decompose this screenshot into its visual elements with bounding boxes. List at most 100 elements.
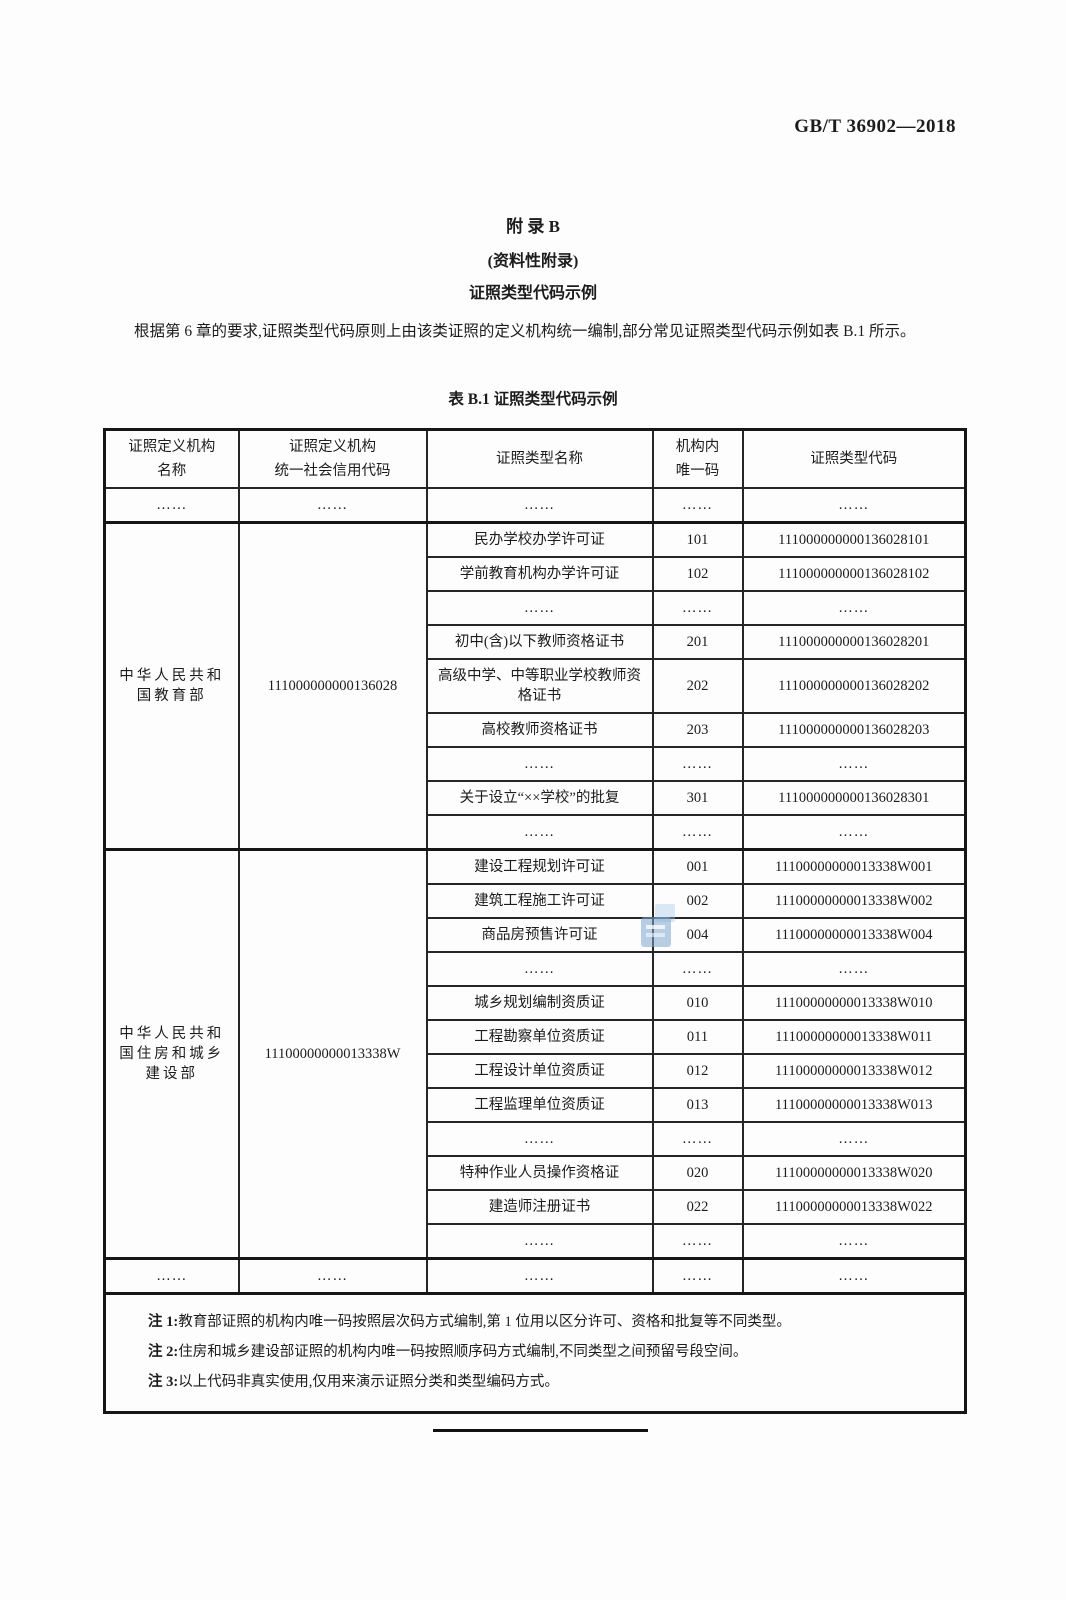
type-code-cell: …… xyxy=(741,1121,967,1157)
table-row: ……………… xyxy=(105,746,967,782)
unique-code-cell: 301 xyxy=(651,780,744,816)
type-code-cell: 111000000000136028203 xyxy=(741,712,967,748)
table-row: 建造师注册证书 022 11100000000013338W022 xyxy=(105,1189,967,1225)
license-name-cell: 高校教师资格证书 xyxy=(425,712,654,748)
org-name-cell: 中华人民共和 国教育部 xyxy=(103,521,240,851)
unique-code-cell: 004 xyxy=(651,917,744,953)
note-label: 注 3: xyxy=(148,1374,179,1390)
column-header: 证照类型名称 xyxy=(425,428,654,489)
table-cell: …… xyxy=(425,1257,654,1295)
table-row: 高校教师资格证书 203 111000000000136028203 xyxy=(105,712,967,748)
table-cell: …… xyxy=(103,487,240,524)
license-name-cell: …… xyxy=(425,1223,654,1260)
unique-code-cell: 201 xyxy=(651,624,744,660)
type-code-cell: 11100000000013338W012 xyxy=(741,1053,967,1089)
unique-code-cell: 001 xyxy=(651,848,744,885)
unique-code-cell: 020 xyxy=(651,1155,744,1191)
unique-code-cell: …… xyxy=(651,814,744,851)
table-cell: …… xyxy=(103,1257,240,1295)
org-code-cell: 11100000000013338W xyxy=(237,848,428,1260)
license-name-cell: …… xyxy=(425,814,654,851)
type-code-cell: 11100000000013338W002 xyxy=(741,883,967,919)
table-row: 工程监理单位资质证 013 11100000000013338W013 xyxy=(105,1087,967,1123)
table-row: 关于设立“××学校”的批复 301 111000000000136028301 xyxy=(105,780,967,816)
appendix-title: 附 录 B xyxy=(506,217,560,236)
license-name-cell: 关于设立“××学校”的批复 xyxy=(425,780,654,816)
license-name-cell: …… xyxy=(425,1121,654,1157)
unique-code-cell: …… xyxy=(651,951,744,987)
type-code-cell: 11100000000013338W013 xyxy=(741,1087,967,1123)
column-header: 机构内 唯一码 xyxy=(651,428,744,489)
table-cell: …… xyxy=(425,487,654,524)
column-header: 证照定义机构 名称 xyxy=(103,428,240,489)
table-cell: …… xyxy=(651,1257,744,1295)
table-note: 注 3:以上代码非真实使用,仅用来演示证照分类和类型编码方式。 xyxy=(148,1367,948,1397)
table-row: ………………………… xyxy=(103,487,967,524)
unique-code-cell: …… xyxy=(651,746,744,782)
license-name-cell: …… xyxy=(425,590,654,626)
table-row: 城乡规划编制资质证 010 11100000000013338W010 xyxy=(105,985,967,1021)
license-name-cell: 工程监理单位资质证 xyxy=(425,1087,654,1123)
type-code-cell: 11100000000013338W010 xyxy=(741,985,967,1021)
table-row: ………………………… xyxy=(103,1257,967,1295)
unique-code-cell: 012 xyxy=(651,1053,744,1089)
type-code-cell: 11100000000013338W001 xyxy=(741,848,967,885)
license-name-cell: 初中(含)以下教师资格证书 xyxy=(425,624,654,660)
license-name-cell: 城乡规划编制资质证 xyxy=(425,985,654,1021)
table-body: ………………………… 中华人民共和 国教育部 111000000000136028 民… xyxy=(103,487,967,1414)
license-name-cell: …… xyxy=(425,951,654,987)
table-row: ……………… xyxy=(105,814,967,851)
table-cell: …… xyxy=(651,487,744,524)
table-cell: …… xyxy=(741,487,967,524)
end-of-document-line xyxy=(433,1429,648,1432)
table-cell: …… xyxy=(237,487,428,524)
unique-code-cell: 203 xyxy=(651,712,744,748)
table-note: 注 1:教育部证照的机构内唯一码按照层次码方式编制,第 1 位用以区分许可、资格… xyxy=(148,1307,948,1337)
license-name-cell: 民办学校办学许可证 xyxy=(425,521,654,558)
intro-paragraph: 根据第 6 章的要求,证照类型代码原则上由该类证照的定义机构统一编制,部分常见证… xyxy=(134,323,916,340)
appendix-heading: 证照类型代码示例 xyxy=(468,285,597,302)
type-code-cell: 111000000000136028202 xyxy=(741,658,967,714)
table-row: 中华人民共和 国住房和城乡 建设部 11100000000013338W 建设工程规… xyxy=(103,848,967,1260)
license-name-cell: 建造师注册证书 xyxy=(425,1189,654,1225)
type-code-cell: 11100000000013338W011 xyxy=(741,1019,967,1055)
note-text: 教育部证照的机构内唯一码按照层次码方式编制,第 1 位用以区分许可、资格和批复等… xyxy=(178,1314,791,1330)
license-codes-table: 证照定义机构 名称 证照定义机构 统一社会信用代码 证照类型名称 机构内 唯一码 证照类… xyxy=(103,428,967,1414)
appendix-subtitle: (资料性附录) xyxy=(487,253,579,270)
type-code-cell: …… xyxy=(741,746,967,782)
unique-code-cell: 102 xyxy=(651,556,744,592)
unique-code-cell: …… xyxy=(651,590,744,626)
type-code-cell: 11100000000013338W022 xyxy=(741,1189,967,1225)
table-row: 中华人民共和 国教育部 111000000000136028 民办学校办学许可证 10… xyxy=(103,521,967,851)
license-name-cell: 建设工程规划许可证 xyxy=(425,848,654,885)
unique-code-cell: …… xyxy=(651,1223,744,1260)
note-text: 以上代码非真实使用,仅用来演示证照分类和类型编码方式。 xyxy=(178,1374,559,1390)
table-row: 建筑工程施工许可证 002 11100000000013338W002 xyxy=(105,883,967,919)
license-name-cell: 工程设计单位资质证 xyxy=(425,1053,654,1089)
unique-code-cell: 011 xyxy=(651,1019,744,1055)
unique-code-cell: 202 xyxy=(651,658,744,714)
notes-row: 注 1:教育部证照的机构内唯一码按照层次码方式编制,第 1 位用以区分许可、资格… xyxy=(103,1292,967,1414)
standard-number: GB/T 36902—2018 xyxy=(794,116,956,137)
license-name-cell: 高级中学、中等职业学校教师资格证书 xyxy=(425,658,654,714)
table-caption: 表 B.1 证照类型代码示例 xyxy=(448,391,618,408)
table-row: 初中(含)以下教师资格证书 201 111000000000136028201 xyxy=(105,624,967,660)
type-code-cell: 111000000000136028102 xyxy=(741,556,967,592)
license-name-cell: 特种作业人员操作资格证 xyxy=(425,1155,654,1191)
license-name-cell: 工程勘察单位资质证 xyxy=(425,1019,654,1055)
license-name-cell: …… xyxy=(425,746,654,782)
type-code-cell: …… xyxy=(741,814,967,851)
header-row: 证照定义机构 名称 证照定义机构 统一社会信用代码 证照类型名称 机构内 唯一码 证照类… xyxy=(103,428,967,489)
table-row: 学前教育机构办学许可证 102 111000000000136028102 xyxy=(105,556,967,592)
table-row: 工程勘察单位资质证 011 11100000000013338W011 xyxy=(105,1019,967,1055)
license-name-cell: 商品房预售许可证 xyxy=(425,917,654,953)
table-row: ……………… xyxy=(105,1121,967,1157)
type-code-cell: 111000000000136028201 xyxy=(741,624,967,660)
table-row: ……………… xyxy=(105,951,967,987)
table-row: 特种作业人员操作资格证 020 11100000000013338W020 xyxy=(105,1155,967,1191)
notes-cell: 注 1:教育部证照的机构内唯一码按照层次码方式编制,第 1 位用以区分许可、资格… xyxy=(103,1292,967,1414)
type-code-cell: 111000000000136028101 xyxy=(741,521,967,558)
note-label: 注 2: xyxy=(148,1344,179,1360)
column-header: 证照类型代码 xyxy=(741,428,967,489)
org-code-cell: 111000000000136028 xyxy=(237,521,428,851)
